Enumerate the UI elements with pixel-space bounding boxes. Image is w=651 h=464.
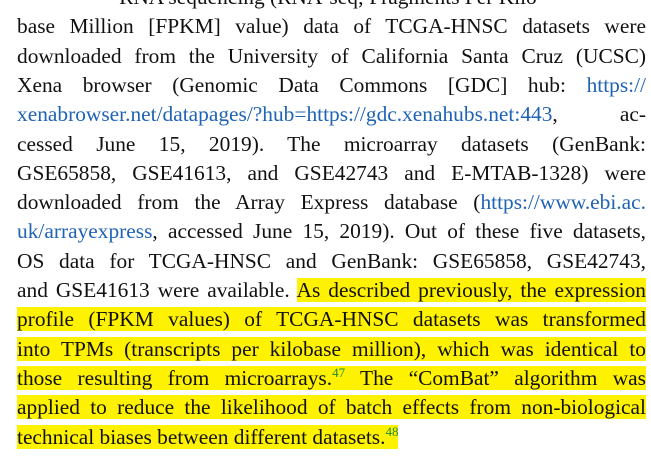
text: cessed June 15, 2019). The microarray da… xyxy=(17,131,646,156)
text-line-9: OS data for TCGA-HNSC and GenBank: GSE65… xyxy=(17,247,646,276)
text-line-15: technical biases between different datas… xyxy=(17,423,646,452)
text-line-8: uk/arrayexpress, accessed June 15, 2019)… xyxy=(17,217,646,246)
text-line-2: downloaded from the University of Califo… xyxy=(17,42,646,71)
text: The “ComBat” algorithm was xyxy=(345,365,646,390)
highlighted-text: into TPMs (transcripts per kilobase mill… xyxy=(17,336,646,361)
array-express-link[interactable]: https://www.ebi.ac. xyxy=(480,190,646,215)
array-express-link-continued[interactable]: uk/arrayexpress xyxy=(17,219,153,244)
text: downloaded from the University of Califo… xyxy=(17,43,646,68)
text: GSE65858, GSE41613, and GSE42743 and E-M… xyxy=(17,160,646,185)
text-line-11: profile (FPKM values) of TCGA-HNSC datas… xyxy=(17,305,646,334)
text: base Million [FPKM] value) data of TCGA-… xyxy=(17,14,646,39)
text: , accessed June 15, 2019). Out of these … xyxy=(152,219,646,244)
text: Xena browser (Genomic Data Commons [GDC]… xyxy=(17,72,587,97)
text: downloaded from the Array Express databa… xyxy=(17,190,481,215)
text-line-13: those resulting from microarrays.47 The … xyxy=(17,364,646,393)
text: those resulting from microarrays. xyxy=(17,365,333,390)
text: RNA sequencing (RNA-seq; Fragments Per K… xyxy=(119,0,544,9)
text-line-4: xenabrowser.net/datapages/?hub=https://g… xyxy=(17,100,646,129)
text-line-6: GSE65858, GSE41613, and GSE42743 and E-M… xyxy=(17,159,646,188)
highlighted-text: profile (FPKM values) of TCGA-HNSC datas… xyxy=(17,307,646,332)
citation-47[interactable]: 47 xyxy=(332,364,346,380)
highlighted-text: As described previously, the expression xyxy=(296,278,646,302)
text-line-5: cessed June 15, 2019). The microarray da… xyxy=(17,130,646,159)
xena-browser-link[interactable]: https:// xyxy=(586,72,646,97)
highlighted-text: applied to reduce the likelihood of batc… xyxy=(17,395,646,420)
xena-browser-link-continued[interactable]: xenabrowser.net/datapages/?hub=https://g… xyxy=(17,102,553,127)
text: , ac- xyxy=(552,102,646,127)
text-line-14: applied to reduce the likelihood of batc… xyxy=(17,393,646,422)
text-line-7: downloaded from the Array Express databa… xyxy=(17,188,646,217)
text: and GSE41613 were available. xyxy=(17,278,297,302)
citation-48[interactable]: 48 xyxy=(385,423,399,439)
text-line-0: RNA sequencing (RNA-seq; Fragments Per K… xyxy=(17,0,646,12)
text-line-10: and GSE41613 were available. As describe… xyxy=(17,276,646,305)
text: technical biases between different datas… xyxy=(17,424,386,449)
text: OS data for TCGA-HNSC and GenBank: GSE65… xyxy=(17,248,646,273)
text-line-1: base Million [FPKM] value) data of TCGA-… xyxy=(17,12,646,41)
highlighted-text: those resulting from microarrays.47 The … xyxy=(17,364,646,390)
text-line-12: into TPMs (transcripts per kilobase mill… xyxy=(17,335,646,364)
text-line-3: Xena browser (Genomic Data Commons [GDC]… xyxy=(17,71,646,100)
highlighted-text: technical biases between different datas… xyxy=(17,423,399,449)
